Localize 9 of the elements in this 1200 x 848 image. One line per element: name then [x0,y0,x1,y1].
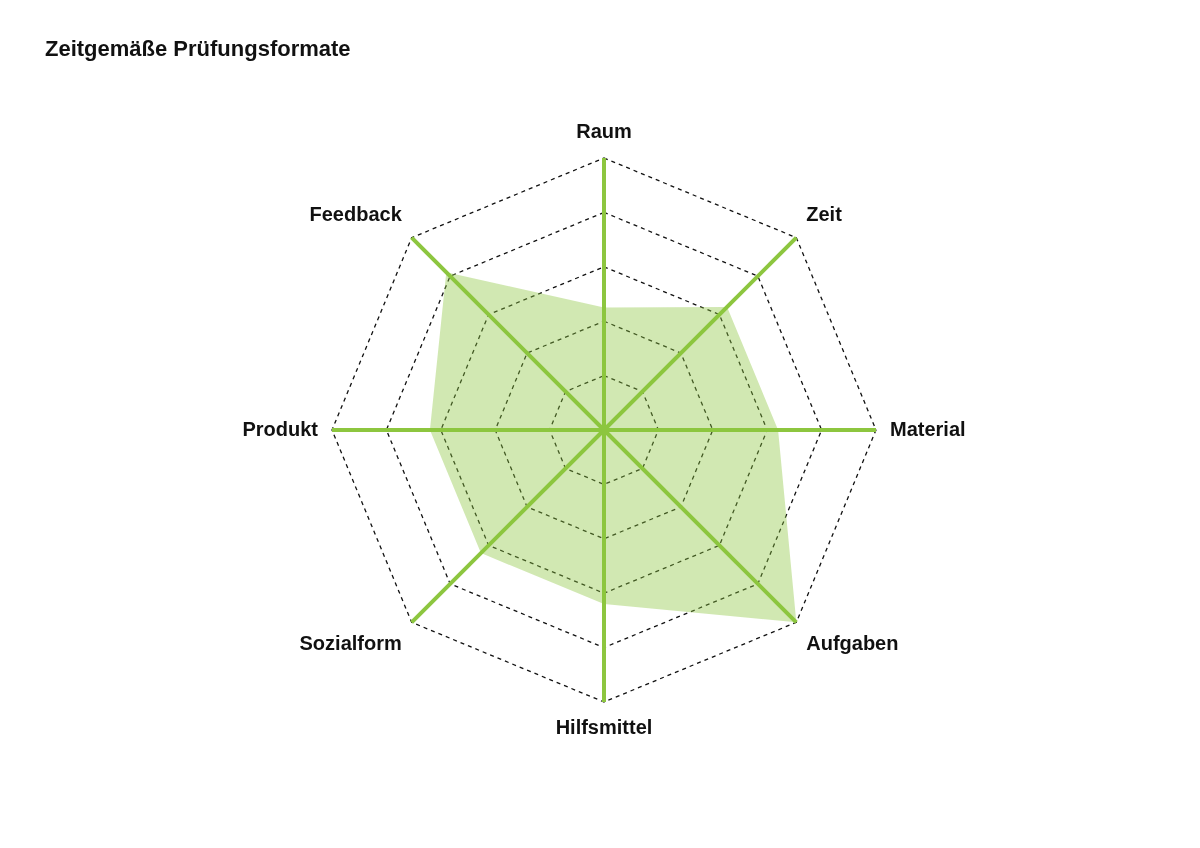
spoke-label: Aufgaben [806,631,899,654]
chart-title: Zeitgemäße Prüfungsformate [45,36,351,62]
spoke-label: Zeit [806,203,843,226]
spoke-label: Raum [576,119,632,142]
spoke-label: Hilfsmittel [555,715,653,738]
spoke-label: Material [890,417,966,440]
spoke-label: Produkt [242,417,319,440]
spoke-label: Feedback [309,203,403,226]
spoke-label: Sozialform [299,631,402,654]
